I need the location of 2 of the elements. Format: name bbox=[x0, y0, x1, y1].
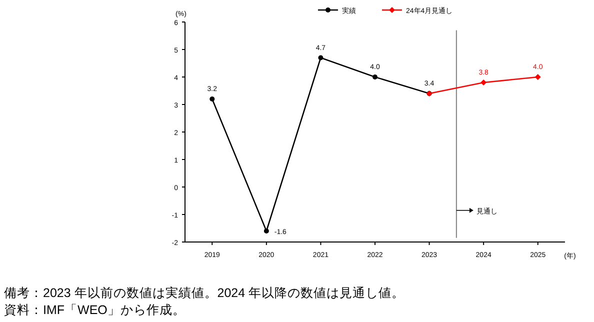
text: 備考：2023 年以前の数値は実績値。2024 年以降の数値は見通し値。 bbox=[4, 285, 405, 300]
text: 資料：IMF「WEO」から作成。 bbox=[4, 303, 186, 317]
